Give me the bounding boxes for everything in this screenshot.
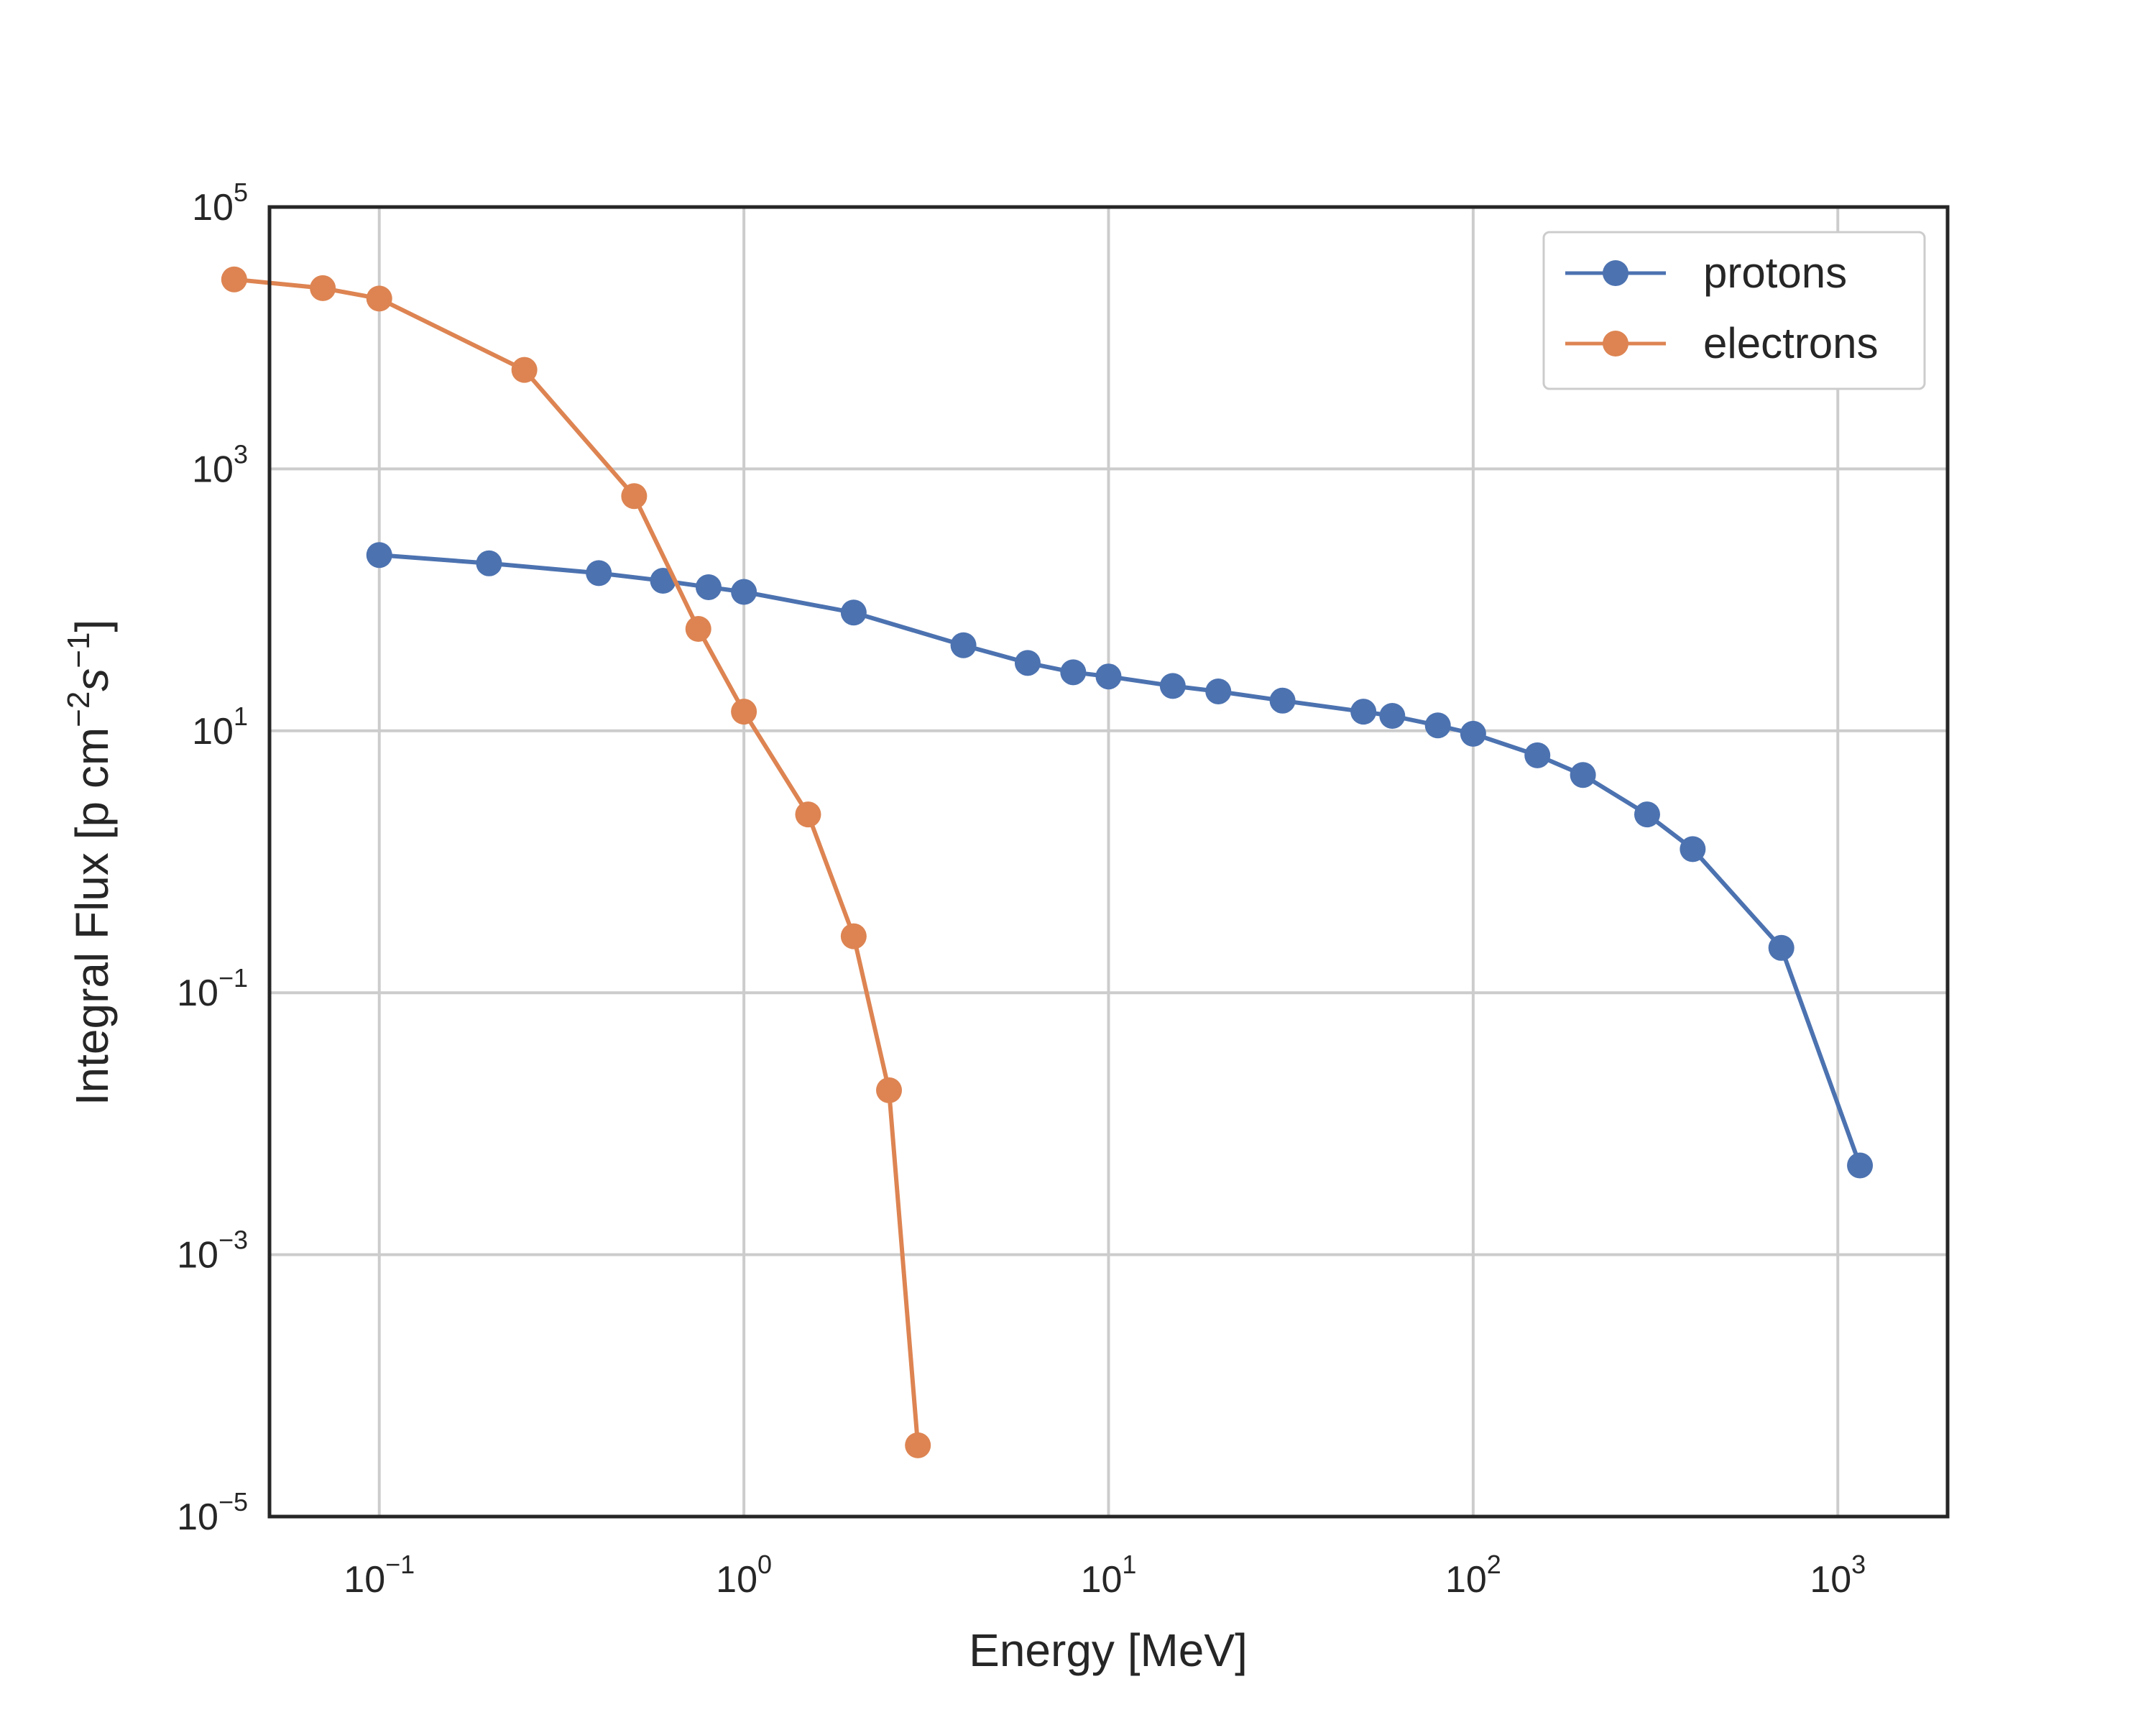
data-point-electrons bbox=[310, 275, 336, 301]
data-point-protons bbox=[1159, 673, 1186, 699]
y-tick-label: 10−3 bbox=[177, 1225, 248, 1276]
x-axis-label: Energy [MeV] bbox=[969, 1624, 1248, 1676]
data-point-electrons bbox=[795, 801, 821, 828]
y-tick-label: 105 bbox=[192, 178, 248, 229]
y-tick-base: 10 bbox=[192, 187, 234, 229]
data-point-electrons bbox=[511, 356, 538, 383]
y-tick-exponent: 1 bbox=[234, 702, 248, 731]
x-tick-base: 10 bbox=[716, 1559, 757, 1601]
x-tick-label: 100 bbox=[716, 1550, 772, 1601]
legend-item-protons: protons bbox=[1565, 249, 1847, 297]
legend-marker-electrons bbox=[1603, 331, 1628, 356]
data-point-electrons bbox=[685, 616, 711, 643]
y-tick-exponent: 5 bbox=[234, 178, 248, 207]
y-tick-base: 10 bbox=[177, 972, 218, 1014]
y-axis-label-exp2: −1 bbox=[61, 632, 96, 668]
y-tick-exponent: −5 bbox=[218, 1487, 248, 1517]
data-point-protons bbox=[1095, 663, 1122, 690]
data-point-protons bbox=[1350, 699, 1377, 725]
data-point-protons bbox=[950, 632, 977, 658]
data-point-protons bbox=[586, 560, 612, 586]
data-point-protons bbox=[1269, 687, 1296, 714]
x-tick-exponent: 3 bbox=[1851, 1550, 1866, 1579]
data-point-protons bbox=[731, 579, 757, 605]
data-point-protons bbox=[840, 599, 867, 626]
x-tick-label: 103 bbox=[1810, 1550, 1866, 1601]
legend: protons electrons bbox=[1542, 231, 1926, 390]
x-tick-label: 101 bbox=[1081, 1550, 1137, 1601]
x-tick-base: 10 bbox=[344, 1559, 385, 1601]
y-tick-base: 10 bbox=[192, 448, 234, 490]
series-protons bbox=[366, 542, 1874, 1179]
data-point-protons bbox=[366, 542, 392, 569]
data-point-protons bbox=[1524, 742, 1551, 768]
data-point-electrons bbox=[221, 266, 247, 293]
x-tick-exponent: 0 bbox=[757, 1550, 772, 1579]
data-point-protons bbox=[1460, 720, 1486, 747]
data-point-protons bbox=[1680, 836, 1706, 862]
y-axis-label-mid: s bbox=[66, 668, 118, 691]
x-tick-base: 10 bbox=[1445, 1559, 1487, 1601]
plot-frame bbox=[267, 205, 1950, 1519]
data-point-electrons bbox=[876, 1077, 903, 1103]
data-point-electrons bbox=[366, 285, 392, 312]
y-tick-label: 10−1 bbox=[177, 963, 248, 1014]
data-point-protons bbox=[695, 574, 722, 600]
y-tick-label: 101 bbox=[192, 702, 248, 753]
data-point-electrons bbox=[731, 699, 757, 725]
data-point-protons bbox=[1424, 712, 1451, 739]
y-tick-base: 10 bbox=[177, 1496, 218, 1538]
data-point-electrons bbox=[840, 923, 867, 949]
y-axis-label: Integral Flux [p cm−2s−1] bbox=[61, 620, 118, 1106]
series-layer bbox=[221, 266, 1874, 1458]
y-axis-label-prefix: Integral Flux [p cm bbox=[66, 727, 118, 1105]
y-tick-label: 10−5 bbox=[177, 1487, 248, 1538]
data-point-protons bbox=[476, 550, 502, 576]
data-point-protons bbox=[1205, 678, 1232, 704]
x-tick-exponent: 2 bbox=[1487, 1550, 1501, 1579]
data-point-electrons bbox=[905, 1432, 931, 1458]
legend-label-electrons: electrons bbox=[1703, 319, 1878, 367]
x-tick-exponent: −1 bbox=[385, 1550, 415, 1579]
x-tick-base: 10 bbox=[1081, 1559, 1123, 1601]
x-tick-base: 10 bbox=[1810, 1559, 1851, 1601]
legend-marker-protons bbox=[1603, 260, 1628, 286]
x-tick-exponent: 1 bbox=[1122, 1550, 1136, 1579]
x-tick-label: 10−1 bbox=[344, 1550, 415, 1601]
y-tick-exponent: −1 bbox=[218, 963, 248, 993]
data-point-electrons bbox=[621, 483, 648, 510]
data-point-protons bbox=[1379, 703, 1406, 730]
data-point-protons bbox=[1570, 762, 1596, 788]
y-tick-exponent: −3 bbox=[218, 1225, 248, 1255]
y-axis-label-suffix: ] bbox=[66, 620, 118, 632]
data-point-protons bbox=[1847, 1152, 1874, 1179]
series-electrons bbox=[221, 266, 931, 1458]
x-tick-label: 102 bbox=[1445, 1550, 1501, 1601]
y-tick-exponent: 3 bbox=[234, 439, 248, 469]
data-point-protons bbox=[1014, 650, 1041, 676]
y-axis-label-exp1: −2 bbox=[61, 691, 96, 727]
legend-label-protons: protons bbox=[1703, 249, 1847, 297]
data-point-protons bbox=[1634, 801, 1660, 828]
y-tick-base: 10 bbox=[192, 711, 234, 753]
x-tick-labels: 10−1 100 101 102 103 bbox=[344, 1550, 1866, 1601]
data-point-protons bbox=[1768, 934, 1795, 961]
y-tick-label: 103 bbox=[192, 439, 248, 490]
y-tick-base: 10 bbox=[177, 1235, 218, 1276]
data-point-protons bbox=[1060, 659, 1087, 686]
data-point-protons bbox=[650, 567, 676, 594]
legend-item-electrons: electrons bbox=[1565, 319, 1878, 367]
